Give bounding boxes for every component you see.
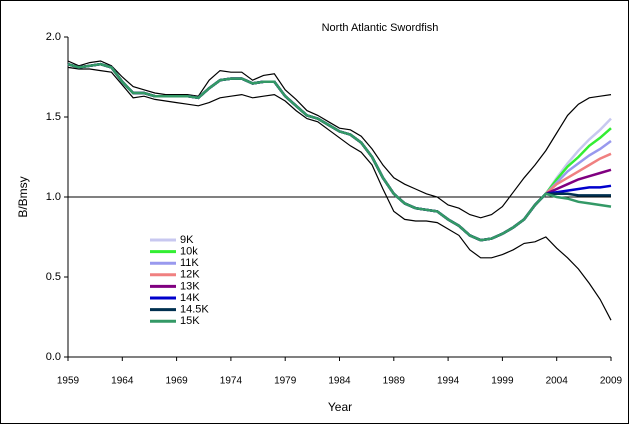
y-tick-label: 1.5 [46, 111, 61, 123]
x-tick-label: 1959 [57, 376, 80, 387]
y-tick-label: 2.0 [46, 31, 61, 43]
y-tick-label: 0.0 [46, 351, 61, 363]
x-tick-label: 1984 [328, 376, 351, 387]
legend-label: 14.5K [180, 304, 209, 316]
x-tick-label: 2004 [546, 376, 569, 387]
series-line [67, 60, 612, 219]
x-tick-label: 1969 [165, 376, 188, 387]
legend-label: 14K [180, 292, 200, 304]
chart-title: North Atlantic Swordfish [322, 22, 439, 34]
x-axis-label: Year [328, 400, 352, 414]
legend-label: 13K [180, 280, 200, 292]
x-tick-label: 1974 [220, 376, 243, 387]
y-axis-label: B/Bmsy [16, 176, 30, 217]
legend-label: 11K [180, 257, 199, 269]
x-tick-label: 1979 [274, 376, 297, 387]
x-tick-label: 2009 [600, 376, 623, 387]
legend-label: 9K [180, 234, 194, 246]
x-tick-label: 1964 [111, 376, 134, 387]
y-tick-label: 0.5 [46, 271, 61, 283]
y-tick-label: 1.0 [46, 191, 61, 203]
x-tick-label: 1999 [491, 376, 514, 387]
series-line [67, 62, 612, 242]
series-line [67, 66, 612, 321]
legend-label: 12K [180, 269, 200, 281]
legend-label: 10k [180, 246, 198, 258]
legend-label: 15K [180, 315, 200, 327]
x-tick-label: 1989 [383, 376, 406, 387]
x-tick-label: 1994 [437, 376, 460, 387]
